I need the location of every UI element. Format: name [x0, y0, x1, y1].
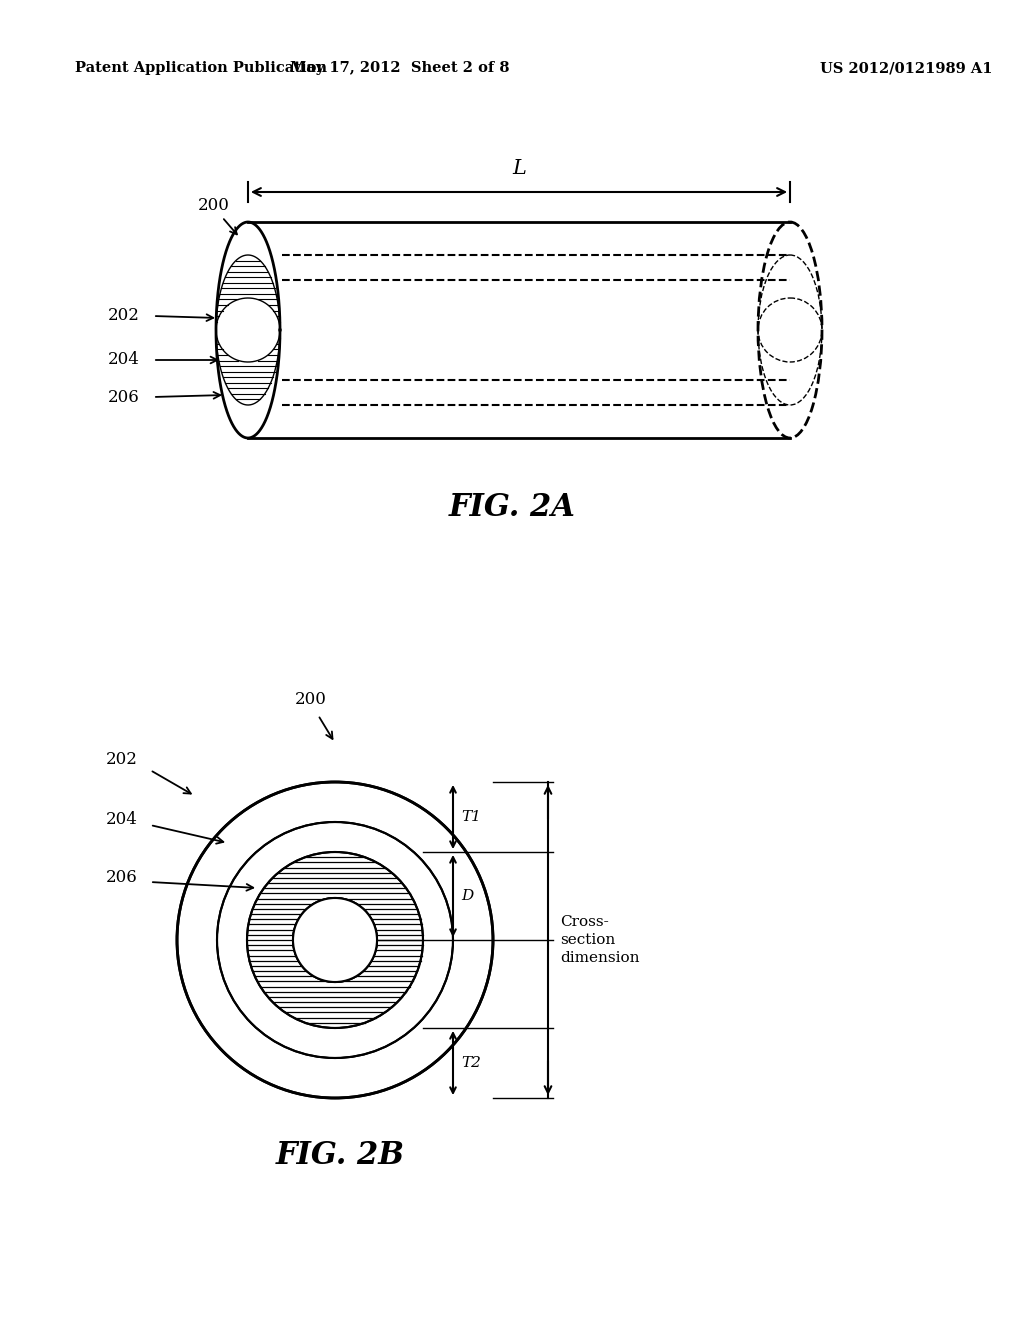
Text: 202: 202: [109, 306, 140, 323]
Text: 200: 200: [198, 197, 229, 214]
Text: 204: 204: [106, 812, 138, 829]
Text: 200: 200: [295, 692, 327, 709]
Text: D: D: [461, 888, 473, 903]
Text: FIG. 2A: FIG. 2A: [449, 492, 575, 524]
Text: Patent Application Publication: Patent Application Publication: [75, 61, 327, 75]
Circle shape: [293, 898, 377, 982]
Text: 202: 202: [106, 751, 138, 768]
Text: L: L: [512, 158, 526, 178]
Text: T1: T1: [461, 810, 481, 824]
Polygon shape: [248, 222, 790, 438]
Text: FIG. 2B: FIG. 2B: [275, 1139, 404, 1171]
Circle shape: [293, 898, 377, 982]
Text: May 17, 2012  Sheet 2 of 8: May 17, 2012 Sheet 2 of 8: [290, 61, 510, 75]
Text: 206: 206: [109, 389, 140, 407]
Text: 204: 204: [109, 351, 140, 368]
Text: Cross-
section
dimension: Cross- section dimension: [560, 915, 640, 965]
Text: 206: 206: [106, 870, 138, 887]
Text: US 2012/0121989 A1: US 2012/0121989 A1: [820, 61, 992, 75]
Text: T2: T2: [461, 1056, 481, 1071]
